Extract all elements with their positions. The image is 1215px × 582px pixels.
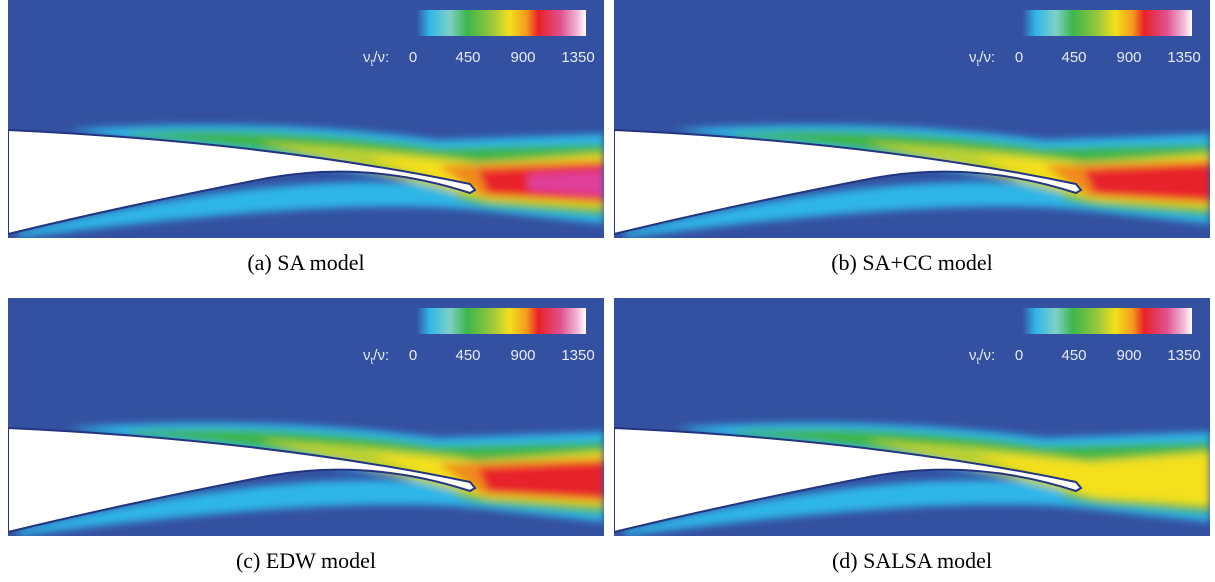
label-base: ν <box>969 347 977 364</box>
label-tail: /ν: <box>373 347 389 364</box>
panel: 0 450 900 1350 νt/ν: <box>614 298 1210 536</box>
colorbar-label: νt/ν: <box>363 49 389 69</box>
panel: 0 450 900 1350 νt/ν: <box>614 0 1210 238</box>
colorbar-tick-label: 900 <box>1116 347 1141 364</box>
label-tail: /ν: <box>979 49 995 66</box>
label-sub: t <box>371 356 374 367</box>
caption: (d) SALSA model <box>832 548 992 573</box>
colorbar-label: νt/ν: <box>969 49 995 69</box>
colorbar-tick-label: 0 <box>1015 49 1023 66</box>
colorbar <box>416 308 586 334</box>
contour-field <box>8 0 604 238</box>
caption: (a) SA model <box>247 250 364 275</box>
airfoil <box>8 426 477 534</box>
panel: 0 450 900 1350 νt/ν: <box>8 0 604 238</box>
colorbar-label: νt/ν: <box>363 347 389 367</box>
colorbar-tick-label: 1350 <box>1167 49 1200 66</box>
colorbar-tick-label: 450 <box>455 49 480 66</box>
label-sub: t <box>371 58 374 69</box>
contour-field <box>614 0 1210 238</box>
airfoil <box>614 426 1083 534</box>
label-tail: /ν: <box>373 49 389 66</box>
wake-layer <box>1084 164 1210 200</box>
caption: (c) EDW model <box>236 548 376 573</box>
label-base: ν <box>363 49 371 66</box>
airfoil <box>614 128 1083 236</box>
panel: 0 450 900 1350 νt/ν: <box>8 298 604 536</box>
contour-field <box>8 298 604 536</box>
colorbar-tick-label: 1350 <box>561 49 594 66</box>
colorbar-tick-label: 450 <box>1061 49 1086 66</box>
colorbar-tick-label: 0 <box>409 49 417 66</box>
colorbar-tick-label: 0 <box>409 347 417 364</box>
colorbar <box>1022 308 1192 334</box>
caption: (b) SA+CC model <box>831 250 993 275</box>
label-sub: t <box>977 58 980 69</box>
wake <box>624 124 1210 238</box>
colorbar-tick-label: 900 <box>1116 49 1141 66</box>
wake-layer <box>528 170 604 196</box>
colorbar-tick-label: 450 <box>1061 347 1086 364</box>
colorbar-tick-label: 900 <box>510 49 535 66</box>
colorbar <box>1022 10 1192 36</box>
label-sub: t <box>977 356 980 367</box>
colorbar-tick-label: 450 <box>455 347 480 364</box>
colorbar-tick-label: 900 <box>510 347 535 364</box>
wake-layer <box>478 462 604 498</box>
airfoil <box>8 128 477 236</box>
label-base: ν <box>363 347 371 364</box>
wake-layer <box>974 454 1210 504</box>
colorbar-tick-label: 1350 <box>1167 347 1200 364</box>
colorbar <box>416 10 586 36</box>
colorbar-tick-label: 0 <box>1015 347 1023 364</box>
contour-field <box>614 298 1210 536</box>
colorbar-tick-label: 1350 <box>561 347 594 364</box>
label-base: ν <box>969 49 977 66</box>
label-tail: /ν: <box>979 347 995 364</box>
colorbar-label: νt/ν: <box>969 347 995 367</box>
